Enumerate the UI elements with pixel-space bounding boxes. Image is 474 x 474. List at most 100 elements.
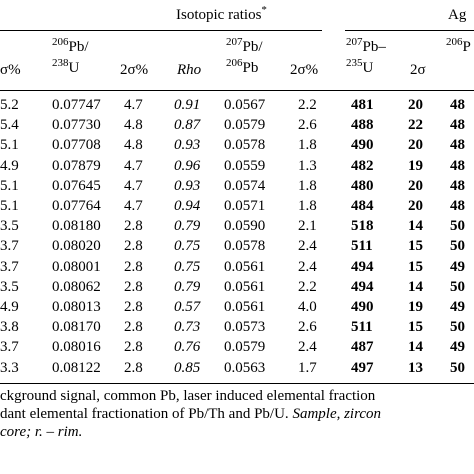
cell-age-206pb-238u: 48	[450, 198, 465, 214]
cell-age-206pb-238u: 50	[450, 218, 465, 235]
cell-age-two-sigma: 14	[408, 278, 423, 295]
footnote-mark: *	[261, 4, 267, 16]
cell-ratio-207pb-206pb: 0.0561	[224, 299, 266, 315]
cell-age-207pb-235u: 488	[351, 117, 374, 134]
cell-two-sigma-pct-1: 2.8	[124, 258, 143, 275]
cell-sigma-pct: 3.5	[0, 278, 19, 295]
cell-age-207pb-235u: 518	[351, 218, 374, 235]
cell-ratio-207pb-206pb: 0.0578	[224, 238, 266, 255]
cell-ratio-206pb-238u: 0.08170	[52, 319, 101, 336]
cell-ratio-207pb-206pb: 0.0571	[224, 198, 266, 214]
cell-sigma-pct: 3.7	[0, 238, 19, 255]
cell-two-sigma-pct-1: 2.8	[124, 278, 143, 295]
cell-rho: 0.94	[174, 198, 201, 214]
cell-age-two-sigma: 14	[408, 339, 423, 356]
cell-age-206pb-238u: 49	[450, 339, 465, 356]
cell-sigma-pct: 5.4	[0, 117, 19, 134]
isotopic-ratios-label: Isotopic ratios	[176, 7, 262, 23]
cell-age-206pb-238u: 48	[450, 97, 465, 113]
cell-two-sigma-pct-2: 1.3	[298, 157, 317, 174]
cell-sigma-pct: 3.8	[0, 319, 19, 336]
cell-ratio-207pb-206pb: 0.0559	[224, 157, 266, 174]
cell-age-206pb-238u: 49	[450, 299, 465, 315]
col-header-207pb-206pb: 207Pb/ 206Pb	[226, 36, 263, 76]
cell-two-sigma-pct-2: 4.0	[298, 299, 317, 315]
cell-sigma-pct: 3.7	[0, 258, 19, 275]
cell-two-sigma-pct-2: 2.4	[298, 238, 317, 255]
cell-sigma-pct: 5.1	[0, 137, 19, 154]
cell-sigma-pct: 3.3	[0, 359, 19, 376]
footnote-line-2: dant elemental fractionation of Pb/Th an…	[0, 405, 382, 422]
col-header-206pb-age: 206P	[446, 36, 471, 55]
cell-two-sigma-pct-1: 2.8	[124, 319, 143, 336]
cell-two-sigma-pct-2: 1.7	[298, 359, 317, 376]
cell-two-sigma-pct-2: 2.4	[298, 258, 317, 275]
cell-age-207pb-235u: 481	[351, 97, 374, 113]
cell-rho: 0.79	[174, 218, 201, 235]
cell-age-207pb-235u: 484	[351, 198, 374, 214]
cell-sigma-pct: 4.9	[0, 299, 19, 315]
cell-ratio-206pb-238u: 0.07879	[52, 157, 101, 174]
cell-age-two-sigma: 20	[408, 137, 423, 154]
group-rule-isotopic	[0, 30, 322, 31]
cell-age-two-sigma: 20	[408, 177, 423, 194]
cell-ratio-206pb-238u: 0.08001	[52, 258, 101, 275]
cell-rho: 0.57	[174, 299, 201, 315]
cell-age-two-sigma: 15	[408, 258, 423, 275]
cell-rho: 0.93	[174, 137, 201, 154]
cell-two-sigma-pct-1: 4.7	[124, 157, 143, 174]
cell-rho: 0.75	[174, 258, 201, 275]
cell-two-sigma-pct-1: 4.7	[124, 97, 143, 113]
cell-rho: 0.96	[174, 157, 201, 174]
cell-age-206pb-238u: 49	[450, 258, 465, 275]
cell-age-two-sigma: 20	[408, 97, 423, 113]
group-header-isotopic-ratios: Isotopic ratios*	[176, 5, 267, 23]
cell-age-207pb-235u: 511	[351, 238, 373, 255]
cell-age-206pb-238u: 48	[450, 117, 465, 134]
cell-two-sigma-pct-1: 2.8	[124, 299, 143, 315]
col-header-2sigma-pct-2: 2σ%	[290, 62, 319, 78]
cell-two-sigma-pct-1: 2.8	[124, 238, 143, 255]
cell-ratio-206pb-238u: 0.08016	[52, 339, 101, 356]
header-bottom-rule	[0, 90, 474, 91]
cell-ratio-207pb-206pb: 0.0574	[224, 177, 266, 194]
cell-age-207pb-235u: 490	[351, 299, 374, 315]
cell-sigma-pct: 5.1	[0, 198, 19, 214]
cell-rho: 0.76	[174, 339, 201, 356]
cell-age-207pb-235u: 482	[351, 157, 374, 174]
cell-age-207pb-235u: 511	[351, 319, 373, 336]
cell-age-206pb-238u: 50	[450, 278, 465, 295]
cell-age-207pb-235u: 490	[351, 137, 374, 154]
cell-ratio-207pb-206pb: 0.0590	[224, 218, 266, 235]
cell-ratio-207pb-206pb: 0.0563	[224, 359, 266, 376]
cell-rho: 0.93	[174, 177, 201, 194]
cell-ratio-206pb-238u: 0.08180	[52, 218, 101, 235]
cell-two-sigma-pct-1: 2.8	[124, 339, 143, 356]
footnote-line-1: ckground signal, common Pb, laser induce…	[0, 387, 376, 404]
col-header-2sigma: 2σ	[410, 62, 426, 78]
cell-ratio-207pb-206pb: 0.0579	[224, 339, 266, 356]
cell-age-206pb-238u: 48	[450, 157, 465, 174]
cell-ratio-207pb-206pb: 0.0567	[224, 97, 266, 113]
cell-two-sigma-pct-1: 2.8	[124, 359, 143, 376]
cell-rho: 0.91	[174, 97, 201, 113]
cell-rho: 0.85	[174, 359, 201, 376]
col-header-207pb-235u: 207Pb– 235U	[346, 36, 386, 76]
cell-age-206pb-238u: 48	[450, 177, 465, 194]
cell-age-206pb-238u: 50	[450, 319, 465, 336]
cell-two-sigma-pct-2: 1.8	[298, 137, 317, 154]
cell-sigma-pct: 3.5	[0, 218, 19, 235]
cell-two-sigma-pct-2: 1.8	[298, 198, 317, 214]
cell-age-207pb-235u: 487	[351, 339, 374, 356]
cell-rho: 0.73	[174, 319, 201, 336]
cell-two-sigma-pct-2: 2.1	[298, 218, 317, 235]
cell-age-206pb-238u: 50	[450, 238, 465, 255]
cell-ratio-206pb-238u: 0.08122	[52, 359, 101, 376]
cell-age-207pb-235u: 494	[351, 258, 374, 275]
table-bottom-rule	[0, 382, 474, 384]
cell-two-sigma-pct-2: 2.4	[298, 339, 317, 356]
cell-ratio-207pb-206pb: 0.0561	[224, 258, 266, 275]
cell-two-sigma-pct-1: 2.8	[124, 218, 143, 235]
col-header-sigma-pct: σ%	[0, 62, 21, 78]
